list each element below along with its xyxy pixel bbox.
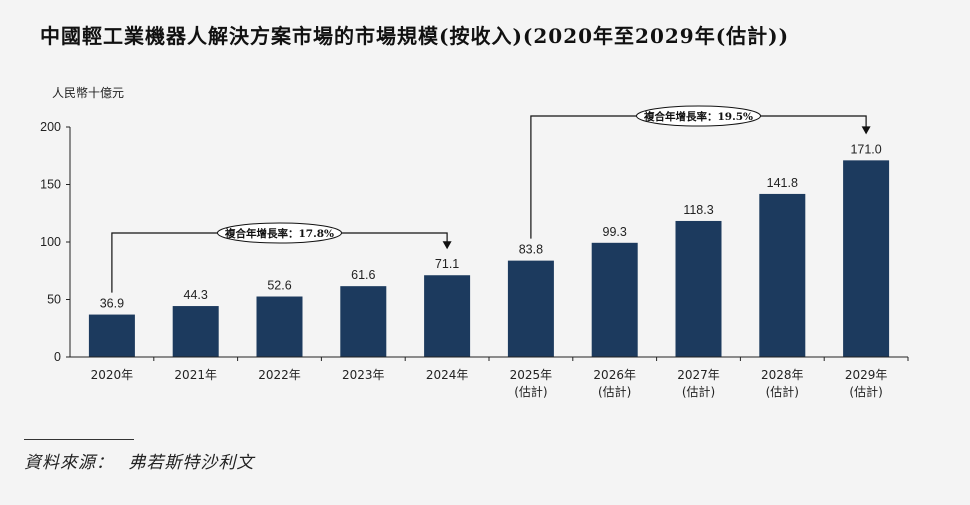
cagr-label-1: 複合年增長率：19.5% bbox=[643, 110, 753, 123]
x-tick-label-5: 2025年 bbox=[510, 368, 553, 382]
cagr-label-0: 複合年增長率：17.8% bbox=[224, 227, 334, 240]
y-axis-unit-label: 人民幣十億元 bbox=[52, 86, 125, 100]
source-note: 資料來源： 弗若斯特沙利文 bbox=[24, 448, 262, 473]
bar-1 bbox=[172, 306, 219, 357]
bar-0 bbox=[88, 314, 135, 357]
cagr-arrowhead-1 bbox=[861, 126, 871, 135]
cagr-label-ellipse-0 bbox=[217, 222, 342, 244]
x-tick-label-8: 2028年 bbox=[761, 368, 804, 382]
y-tick-label-3: 150 bbox=[40, 178, 61, 192]
axes: 0 50 100 150 200 2020年 2021年 2022年 2023年 2024年 202… bbox=[40, 120, 909, 399]
x-tick-label-1: 2021年 bbox=[174, 368, 217, 382]
cagr-bracket-1 bbox=[530, 115, 867, 239]
x-tick-label-6: 2026年 bbox=[593, 368, 636, 382]
bar-value-label-7: 118.3 bbox=[683, 203, 713, 217]
bar-value-label-5: 83.8 bbox=[519, 243, 543, 257]
source-divider bbox=[24, 439, 134, 440]
bar-value-label-1: 44.3 bbox=[184, 288, 208, 302]
bar-value-label-2: 52.6 bbox=[267, 279, 291, 293]
bar-value-label-8: 141.8 bbox=[767, 176, 798, 190]
x-tick-sublabel-7: (估計) bbox=[682, 384, 715, 399]
bar-8 bbox=[759, 193, 806, 357]
x-tick-label-3: 2023年 bbox=[342, 368, 385, 382]
bar-3 bbox=[340, 286, 387, 357]
y-tick-label-0: 0 bbox=[54, 350, 61, 364]
x-tick-label-4: 2024年 bbox=[426, 368, 469, 382]
bar-6 bbox=[591, 242, 638, 357]
source-label: 資料來源： bbox=[24, 453, 114, 473]
x-tick-sublabel-6: (估計) bbox=[598, 384, 631, 399]
cagr-arrowhead-0 bbox=[442, 241, 452, 250]
y-tick-label-2: 100 bbox=[40, 235, 61, 249]
chart-title: 中國輕工業機器人解決方案市場的市場規模(按收入)(2020年至2029年(估計)… bbox=[40, 24, 790, 48]
x-tick-label-0: 2020年 bbox=[91, 368, 134, 382]
bars-layer: 36.9 44.3 52.6 61.6 71.1 83.8 99.3 118.3 141.8 17… bbox=[88, 142, 890, 357]
bar-value-label-4: 71.1 bbox=[435, 257, 459, 271]
y-tick-label-4: 200 bbox=[40, 120, 61, 134]
bar-4 bbox=[424, 275, 471, 357]
cagr-label-ellipse-1 bbox=[636, 105, 761, 127]
y-tick-label-1: 50 bbox=[47, 293, 61, 307]
x-tick-sublabel-5: (估計) bbox=[514, 384, 547, 399]
bar-value-label-3: 61.6 bbox=[351, 268, 375, 282]
bar-value-label-6: 99.3 bbox=[603, 225, 627, 239]
cagr-annotations: 複合年增長率：17.8% 複合年增長率：19.5% bbox=[111, 105, 871, 293]
bar-5 bbox=[507, 260, 554, 357]
bar-value-label-9: 171.0 bbox=[850, 142, 881, 156]
x-tick-label-9: 2029年 bbox=[845, 368, 888, 382]
x-tick-sublabel-9: (估計) bbox=[849, 384, 882, 399]
bar-value-label-0: 36.9 bbox=[100, 297, 124, 311]
bar-9 bbox=[843, 160, 890, 357]
x-tick-label-7: 2027年 bbox=[677, 368, 720, 382]
source-value: 弗若斯特沙利文 bbox=[128, 453, 255, 473]
x-tick-sublabel-8: (估計) bbox=[766, 384, 799, 399]
bar-7 bbox=[675, 220, 722, 357]
bar-2 bbox=[256, 296, 303, 357]
x-tick-label-2: 2022年 bbox=[258, 368, 301, 382]
